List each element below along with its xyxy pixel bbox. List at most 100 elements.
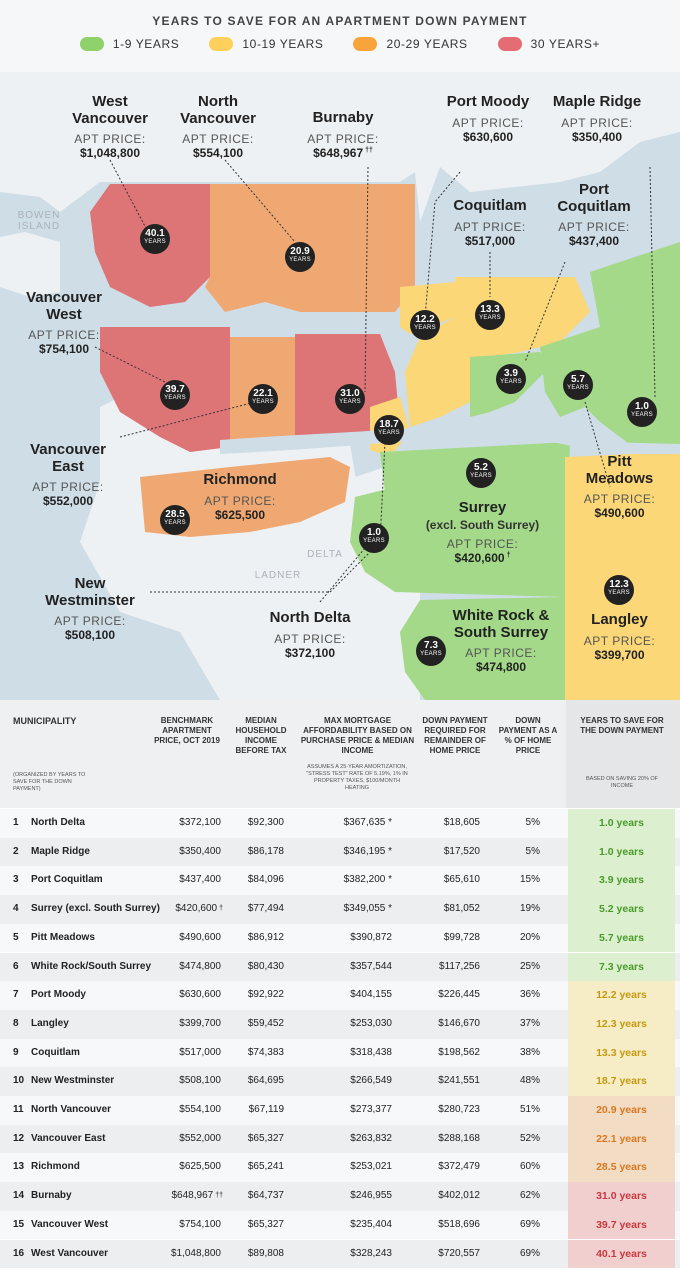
cell-municipality: North Delta (31, 817, 85, 828)
cell-rank: 16 (13, 1247, 25, 1259)
cell-income: $92,300 (247, 817, 284, 828)
cell-rank: 14 (13, 1190, 25, 1202)
fraser-river (220, 422, 680, 454)
cell-price: $420,600 † (145, 895, 223, 924)
apt-price-value: $490,600 (594, 506, 645, 521)
legend-swatch-red (497, 37, 522, 51)
price-text: $372,100 (179, 817, 221, 828)
label-port-coquitlam: Port Coquitlam APT PRICE: $437,400 (544, 181, 644, 249)
cell-rank: 5 (13, 931, 19, 943)
badge-value: 40.1 (145, 228, 165, 239)
cell-rank: 9 (13, 1046, 19, 1058)
label-maple-ridge: Maple Ridge APT PRICE: $350,400 (547, 93, 647, 144)
apt-price-label: APT PRICE: (307, 131, 379, 146)
cell-years: 40.1 years (568, 1239, 675, 1269)
municipality-name: North Delta (269, 609, 351, 626)
badge-unit: YEARS (164, 395, 186, 401)
legend-label: 1-9 YEARS (112, 37, 180, 51)
badge-value: 18.7 (379, 419, 399, 430)
cell-years: 12.3 years (568, 1009, 675, 1039)
badge-langley: 12.3 YEARS (604, 575, 634, 605)
municipality-name: White Rock & South Surrey (452, 607, 550, 641)
label-north-vancouver: North Vancouver APT PRICE: $554,100 (168, 93, 268, 161)
badge-value: 22.1 (253, 388, 273, 399)
cell-income: $64,737 (247, 1190, 284, 1202)
header-municipality: MUNICIPALITY (13, 716, 77, 726)
cell-municipality: Langley (31, 1017, 69, 1029)
footnote-mark: † (219, 905, 223, 913)
cell-municipality: Port Coquitlam (31, 874, 103, 886)
badge-unit: YEARS (252, 399, 274, 405)
label-vancouver-west: Vancouver West APT PRICE: $754,100 (14, 289, 114, 356)
cell-down-pct: 37% (519, 1017, 540, 1029)
badge-value: 13.3 (480, 304, 500, 315)
apt-price-label: APT PRICE: (28, 328, 100, 342)
price-text: $508,100 (179, 1075, 221, 1087)
badge-value: 39.7 (165, 384, 185, 395)
chart-title: YEARS TO SAVE FOR AN APARTMENT DOWN PAYM… (152, 14, 528, 28)
badge-value: 7.3 (424, 640, 438, 651)
map: BOWEN ISLAND DELTA LADNER West Vancouver… (0, 72, 680, 700)
cell-municipality: Surrey (excl. South Surrey) (31, 903, 160, 915)
header-income: MEDIAN HOUSEHOLD INCOME BEFORE TAX (235, 716, 287, 755)
badge-value: 12.3 (609, 579, 629, 590)
apt-price-value: $437,400 (568, 234, 620, 249)
cell-down-payment: $518,696 (438, 1218, 480, 1230)
apt-price-value: $372,100 (284, 645, 336, 660)
apt-price-label: APT PRICE: (204, 493, 276, 508)
municipality-subtitle: (excl. South Surrey) (425, 517, 540, 532)
cell-income: $80,430 (247, 960, 284, 972)
region-surrey (380, 442, 570, 597)
cell-income: $84,096 (247, 874, 284, 886)
cell-price: $437,400 (145, 866, 223, 895)
badge-unit: YEARS (567, 385, 589, 391)
table-row: 16 West Vancouver $1,048,800 $89,808 $328,24… (0, 1239, 680, 1269)
cell-down-payment: $81,052 (443, 903, 480, 915)
cell-down-payment: $65,610 (443, 874, 480, 886)
cell-max-mortgage: $253,021 (350, 1161, 392, 1173)
price-text: $420,600 (175, 903, 218, 915)
badge-unit: YEARS (414, 325, 436, 331)
badge-unit: YEARS (608, 590, 630, 596)
cell-rank: 3 (13, 874, 19, 886)
municipality-name: Coquitlam (453, 197, 527, 214)
table-row: 11 North Vancouver $554,100 $67,119 $273,377… (0, 1096, 680, 1125)
header-years-note: BASED ON SAVING 20% OF INCOME (585, 776, 659, 789)
cell-down-payment: $99,728 (443, 931, 480, 943)
apt-price-value: $350,400 (571, 129, 623, 144)
cell-income: $65,241 (247, 1161, 284, 1173)
price-text: $754,100 (179, 1218, 221, 1230)
badge-unit: YEARS (144, 239, 166, 245)
cell-down-pct: 5% (525, 845, 540, 857)
header-mortgage-note: ASSUMES A 25-YEAR AMORTIZATION, "STRESS … (306, 764, 408, 791)
apt-price-label: APT PRICE: (32, 480, 104, 494)
cell-income: $89,808 (247, 1247, 284, 1259)
badge-burnaby: 31.0 YEARS (335, 384, 365, 414)
cell-max-mortgage: $263,832 (350, 1132, 392, 1144)
cell-rank: 13 (13, 1161, 25, 1173)
apt-price-value: $554,100 (192, 146, 244, 161)
cell-rank: 2 (13, 845, 19, 857)
price-text: $474,800 (179, 960, 221, 972)
cell-down-pct: 36% (519, 989, 540, 1001)
price-text: $1,048,800 (170, 1247, 221, 1259)
bowen-island (0, 232, 60, 297)
footnote-mark: †† (215, 1192, 223, 1200)
apt-price-value: $474,800 (475, 660, 527, 675)
cell-max-mortgage: $382,200 * (343, 874, 392, 886)
cell-rank: 8 (13, 1017, 19, 1029)
badge-port-coquitlam: 3.9 YEARS (496, 364, 526, 394)
cell-max-mortgage: $318,438 (350, 1046, 392, 1058)
cell-rank: 1 (13, 817, 19, 828)
leader-lines (94, 159, 656, 603)
apt-price-label: APT PRICE: (452, 115, 524, 130)
apt-price-label: APT PRICE: (454, 219, 526, 234)
municipality-name: Port Coquitlam (557, 181, 631, 215)
cell-price: $474,800 (145, 953, 223, 982)
label-new-westminster: New Westminster APT PRICE: $508,100 (30, 575, 150, 642)
footnote-mark: † (506, 551, 511, 559)
badge-value: 5.7 (571, 374, 585, 385)
cell-municipality: Vancouver West (31, 1218, 109, 1230)
cell-rank: 12 (13, 1132, 25, 1144)
legend: 1-9 YEARS 10-19 YEARS 20-29 YEARS 30 YEA… (0, 37, 680, 51)
